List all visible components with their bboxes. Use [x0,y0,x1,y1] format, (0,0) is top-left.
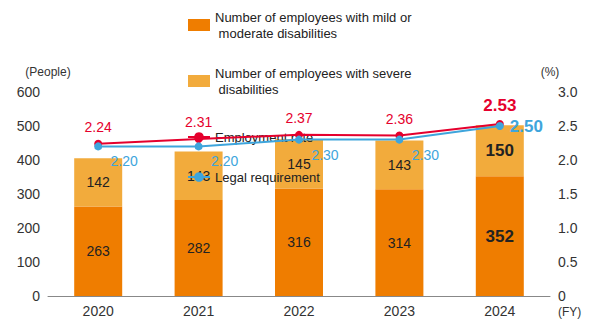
svg-text:150: 150 [486,141,514,160]
svg-text:314: 314 [388,235,412,251]
svg-text:142: 142 [87,174,111,190]
svg-text:Employment rate: Employment rate [215,129,314,145]
svg-text:(%): (%) [541,65,560,79]
svg-text:2020: 2020 [83,303,114,319]
svg-text:143: 143 [388,157,412,173]
svg-text:2.30: 2.30 [311,147,338,163]
svg-text:0.5: 0.5 [558,254,578,270]
svg-text:Number of employees with mild: Number of employees with mild or [215,10,412,25]
svg-text:3.0: 3.0 [558,84,578,100]
svg-text:145: 145 [287,155,311,172]
svg-text:Legal requirement: Legal requirement [215,170,320,185]
svg-text:2.36: 2.36 [386,111,413,127]
svg-text:2.31: 2.31 [185,114,212,130]
svg-text:143: 143 [187,168,211,184]
svg-text:316: 316 [287,234,311,250]
svg-text:2024: 2024 [484,303,515,319]
svg-text:2.20: 2.20 [111,153,138,169]
svg-text:2.0: 2.0 [558,152,578,168]
svg-text:2023: 2023 [384,303,415,319]
svg-text:1.0: 1.0 [558,220,578,236]
svg-text:300: 300 [17,186,41,202]
svg-text:2021: 2021 [183,303,214,319]
svg-text:disabilities: disabilities [215,82,279,97]
svg-text:2.30: 2.30 [412,147,439,163]
svg-text:2.50: 2.50 [510,117,543,136]
svg-text:263: 263 [87,243,111,259]
svg-text:(FY): (FY) [558,305,581,319]
svg-text:0: 0 [558,288,566,304]
svg-text:2.53: 2.53 [483,96,516,115]
svg-text:282: 282 [187,240,211,256]
svg-text:2.20: 2.20 [211,153,238,169]
svg-text:400: 400 [17,152,41,168]
svg-text:moderate disabilities: moderate disabilities [215,26,338,41]
svg-text:2.24: 2.24 [85,119,112,135]
svg-text:1.5: 1.5 [558,186,578,202]
svg-text:500: 500 [17,118,41,134]
svg-text:200: 200 [17,220,41,236]
svg-text:2.5: 2.5 [558,118,578,134]
svg-text:2022: 2022 [283,303,314,319]
svg-text:(People): (People) [25,65,70,79]
svg-text:600: 600 [17,84,41,100]
svg-text:Number of employees with sever: Number of employees with severe [215,66,412,81]
svg-text:2.37: 2.37 [285,110,312,126]
svg-text:352: 352 [486,227,514,246]
svg-text:100: 100 [17,254,41,270]
svg-text:0: 0 [32,288,40,304]
